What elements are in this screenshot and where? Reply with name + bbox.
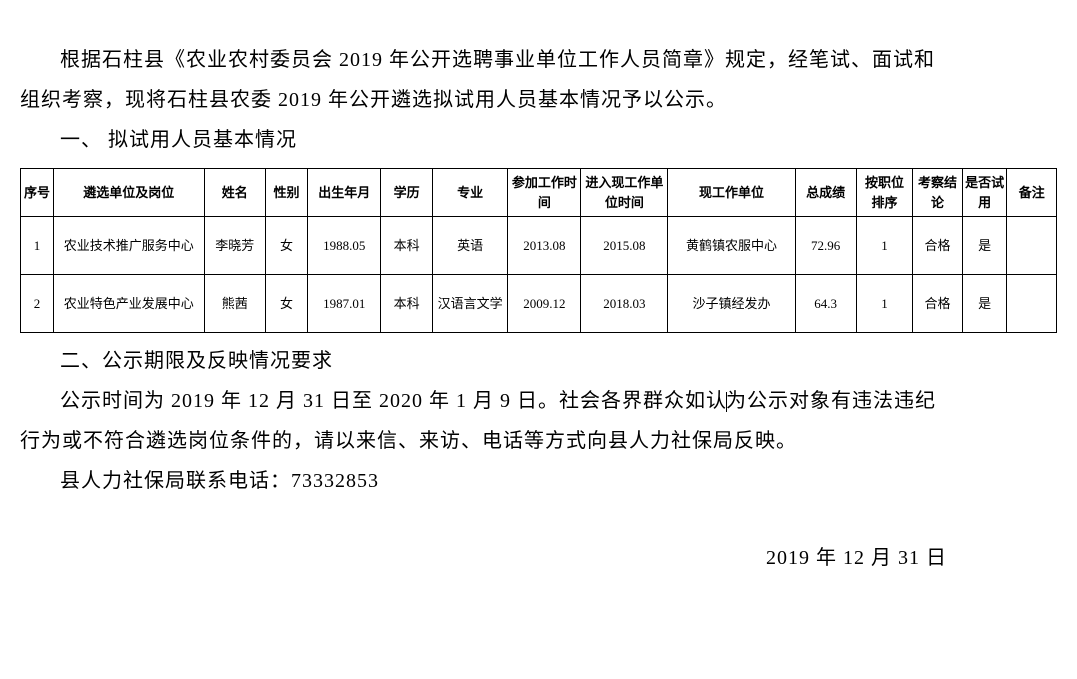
cell-trial: 是	[962, 275, 1007, 333]
header-seq: 序号	[21, 169, 54, 217]
cell-name: 李晓芳	[204, 217, 265, 275]
cell-currenttime: 2015.08	[581, 217, 668, 275]
table-header-row: 序号 遴选单位及岗位 姓名 性别 出生年月 学历 专业 参加工作时间 进入现工作…	[21, 169, 1057, 217]
header-unit: 遴选单位及岗位	[53, 169, 204, 217]
header-birth: 出生年月	[308, 169, 381, 217]
header-score: 总成绩	[795, 169, 856, 217]
cell-birth: 1988.05	[308, 217, 381, 275]
cell-rank: 1	[856, 275, 913, 333]
cell-currenttime: 2018.03	[581, 275, 668, 333]
intro-paragraph-line2: 组织考察，现将石柱县农委 2019 年公开遴选拟试用人员基本情况予以公示。	[20, 80, 1057, 120]
header-rank: 按职位排序	[856, 169, 913, 217]
cell-score: 72.96	[795, 217, 856, 275]
cell-gender: 女	[265, 217, 307, 275]
header-trial: 是否试用	[962, 169, 1007, 217]
cell-score: 64.3	[795, 275, 856, 333]
cell-worktime: 2013.08	[508, 217, 581, 275]
table-row: 1 农业技术推广服务中心 李晓芳 女 1988.05 本科 英语 2013.08…	[21, 217, 1057, 275]
header-worktime: 参加工作时间	[508, 169, 581, 217]
publicity-paragraph-line1: 公示时间为 2019 年 12 月 31 日至 2020 年 1 月 9 日。社…	[20, 381, 1057, 421]
cell-result: 合格	[913, 217, 962, 275]
cell-rank: 1	[856, 217, 913, 275]
table-row: 2 农业特色产业发展中心 熊茜 女 1987.01 本科 汉语言文学 2009.…	[21, 275, 1057, 333]
section2-heading: 二、公示期限及反映情况要求	[20, 341, 1057, 381]
cell-remark	[1007, 217, 1057, 275]
cell-major: 英语	[433, 217, 508, 275]
cell-name: 熊茜	[204, 275, 265, 333]
cell-unit: 农业特色产业发展中心	[53, 275, 204, 333]
cell-remark	[1007, 275, 1057, 333]
date-text: 2019 年 12 月 31 日	[20, 541, 1057, 570]
cell-currentunit: 沙子镇经发办	[668, 275, 795, 333]
cell-birth: 1987.01	[308, 275, 381, 333]
cell-currentunit: 黄鹤镇农服中心	[668, 217, 795, 275]
header-name: 姓名	[204, 169, 265, 217]
publicity-paragraph-line2: 行为或不符合遴选岗位条件的，请以来信、来访、电话等方式向县人力社保局反映。	[20, 421, 1057, 461]
header-major: 专业	[433, 169, 508, 217]
header-result: 考察结论	[913, 169, 962, 217]
contact-paragraph: 县人力社保局联系电话：73332853	[20, 461, 1057, 501]
personnel-table: 序号 遴选单位及岗位 姓名 性别 出生年月 学历 专业 参加工作时间 进入现工作…	[20, 168, 1057, 333]
cell-result: 合格	[913, 275, 962, 333]
header-currentunit: 现工作单位	[668, 169, 795, 217]
section1-heading: 一、 拟试用人员基本情况	[20, 120, 1057, 160]
cell-unit: 农业技术推广服务中心	[53, 217, 204, 275]
header-remark: 备注	[1007, 169, 1057, 217]
cell-seq: 1	[21, 217, 54, 275]
publicity-text-part2: 为公示对象有违法违纪	[726, 390, 936, 412]
header-currenttime: 进入现工作单位时间	[581, 169, 668, 217]
cell-edu: 本科	[381, 275, 433, 333]
header-gender: 性别	[265, 169, 307, 217]
cell-gender: 女	[265, 275, 307, 333]
cell-worktime: 2009.12	[508, 275, 581, 333]
cell-trial: 是	[962, 217, 1007, 275]
cell-edu: 本科	[381, 217, 433, 275]
intro-paragraph-line1: 根据石柱县《农业农村委员会 2019 年公开选聘事业单位工作人员简章》规定，经笔…	[20, 40, 1057, 80]
cell-seq: 2	[21, 275, 54, 333]
header-edu: 学历	[381, 169, 433, 217]
cell-major: 汉语言文学	[433, 275, 508, 333]
publicity-text-part1: 公示时间为 2019 年 12 月 31 日至 2020 年 1 月 9 日。社…	[60, 390, 727, 412]
